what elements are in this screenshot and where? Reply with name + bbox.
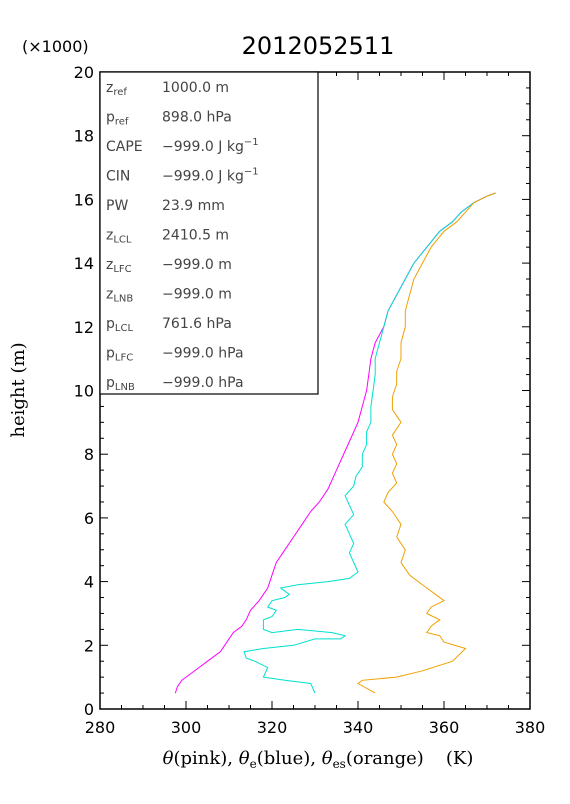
x-tick-label: 320 <box>257 718 288 737</box>
info-rows: zref 1000.0 m pref 898.0 hPa CAPE −999.0 J kg… <box>106 80 259 393</box>
series-layer <box>174 192 496 694</box>
info-row-label: zLFC <box>106 257 132 275</box>
y-tick-label: 16 <box>74 190 94 209</box>
y-tick-label: 20 <box>74 63 94 82</box>
x-tick-label: 360 <box>429 718 460 737</box>
y-tick-label: 6 <box>84 509 94 528</box>
info-row-value: −999.0 J kg−1 <box>162 167 259 185</box>
multiplier-label: (×1000) <box>22 37 89 56</box>
y-tick-label: 10 <box>74 382 94 401</box>
info-row-value: −999.0 hPa <box>162 346 244 362</box>
info-row-label: CIN <box>106 169 130 185</box>
info-box: zref 1000.0 m pref 898.0 hPa CAPE −999.0 J kg… <box>99 71 319 395</box>
x-label-unit: (K) <box>446 748 474 769</box>
y-tick-label: 14 <box>74 254 94 273</box>
info-row-value: 23.9 mm <box>162 198 225 214</box>
x-label-theta: θ <box>163 748 174 769</box>
info-row-label: pref <box>106 110 129 128</box>
y-tick-label: 18 <box>74 127 94 146</box>
x-label-e-sub: e <box>250 757 257 771</box>
series-line-2 <box>357 192 496 694</box>
x-label-es-sub: es <box>333 757 346 771</box>
y-axis-label: height (m) <box>8 342 29 437</box>
info-row-label: zref <box>106 80 127 98</box>
info-row-label: pLCL <box>106 316 133 334</box>
info-row-label: pLNB <box>106 375 135 393</box>
info-row-value: 1000.0 m <box>162 80 229 96</box>
info-row-value: 898.0 hPa <box>162 110 232 126</box>
x-tick-label: 380 <box>515 718 546 737</box>
x-axis-label: θ(pink), θe(blue), θes(orange) (K) <box>163 748 474 771</box>
info-row-value: −999.0 J kg−1 <box>162 137 259 155</box>
y-tick-label: 12 <box>74 318 94 337</box>
info-row-label: pLFC <box>106 346 133 364</box>
info-row-value: −999.0 m <box>162 287 232 303</box>
y-tick-label: 2 <box>84 636 94 655</box>
info-box-frame <box>99 71 319 395</box>
x-label-theta-e: θ <box>239 748 250 769</box>
info-row-label: zLCL <box>106 228 132 246</box>
x-axis: 280 300 320 340 360 380 <box>85 72 546 737</box>
x-label-orange: (orange) <box>346 748 424 769</box>
info-row-label: zLNB <box>106 287 133 305</box>
x-tick-label: 340 <box>343 718 374 737</box>
y-axis: 0 2 4 6 8 10 12 14 16 18 20 <box>74 63 530 719</box>
info-row-value: 761.6 hPa <box>162 316 232 332</box>
info-row-label: PW <box>106 198 128 214</box>
y-tick-label: 8 <box>84 445 94 464</box>
chart-title: 2012052511 <box>242 32 395 60</box>
info-row-value: −999.0 hPa <box>162 375 244 391</box>
series-line-1 <box>243 192 496 694</box>
x-tick-label: 280 <box>85 718 116 737</box>
y-tick-label: 0 <box>84 700 94 719</box>
info-row-label: CAPE <box>106 139 143 155</box>
x-tick-label: 300 <box>171 718 202 737</box>
info-row-value: −999.0 m <box>162 257 232 273</box>
y-tick-label: 4 <box>84 573 94 592</box>
x-label-pink: (pink), <box>173 748 238 769</box>
x-label-theta-es: θ <box>322 748 333 769</box>
x-label-blue: (blue), <box>257 748 322 769</box>
info-row-value: 2410.5 m <box>162 228 229 244</box>
